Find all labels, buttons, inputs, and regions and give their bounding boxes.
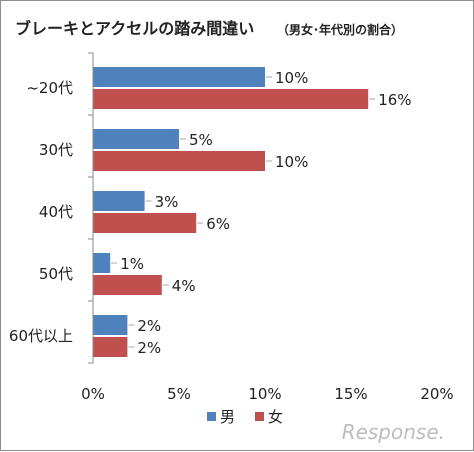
axis-group: ~20代 30代 40代 50代 60代以上 0% 5% 10% 15% 20% <box>9 52 454 403</box>
bar <box>93 67 265 87</box>
bar <box>93 213 197 233</box>
bar <box>93 337 128 357</box>
data-label: 16% <box>378 91 411 109</box>
category-label: 40代 <box>39 203 73 221</box>
legend-swatch <box>255 412 264 421</box>
bar <box>93 315 128 335</box>
category-label: 50代 <box>39 265 73 283</box>
bar <box>93 89 369 109</box>
data-label: 3% <box>155 193 179 211</box>
x-tick-label: 0% <box>81 385 105 403</box>
chart-subtitle: （男女･年代別の割合） <box>277 22 403 37</box>
watermark-logo: Response. <box>342 420 445 444</box>
bar <box>93 275 162 295</box>
data-label: 4% <box>172 277 196 295</box>
bar <box>93 253 111 273</box>
category-label: ~20代 <box>26 79 73 97</box>
bars-group: 10% 16% 5% 10% 3% 6% 1% 4% 2% 2% <box>93 67 412 357</box>
legend-swatch <box>207 412 216 421</box>
data-label: 1% <box>120 255 144 273</box>
x-tick-label: 20% <box>420 385 453 403</box>
bar <box>93 191 145 211</box>
chart-title: ブレーキとアクセルの踏み間違い <box>15 19 254 38</box>
legend-label: 女 <box>268 408 283 426</box>
data-label: 5% <box>189 131 213 149</box>
data-label: 10% <box>275 69 308 87</box>
bar <box>93 129 179 149</box>
bar <box>93 151 265 171</box>
x-tick-label: 5% <box>167 385 191 403</box>
x-tick-label: 10% <box>248 385 281 403</box>
category-label: 60代以上 <box>9 327 73 345</box>
legend-label: 男 <box>220 408 235 426</box>
data-label: 2% <box>137 317 161 335</box>
data-label: 6% <box>206 215 230 233</box>
data-label: 10% <box>275 153 308 171</box>
category-label: 30代 <box>39 141 73 159</box>
data-label: 2% <box>137 339 161 357</box>
x-tick-label: 15% <box>334 385 367 403</box>
legend: 男女 <box>207 408 283 426</box>
